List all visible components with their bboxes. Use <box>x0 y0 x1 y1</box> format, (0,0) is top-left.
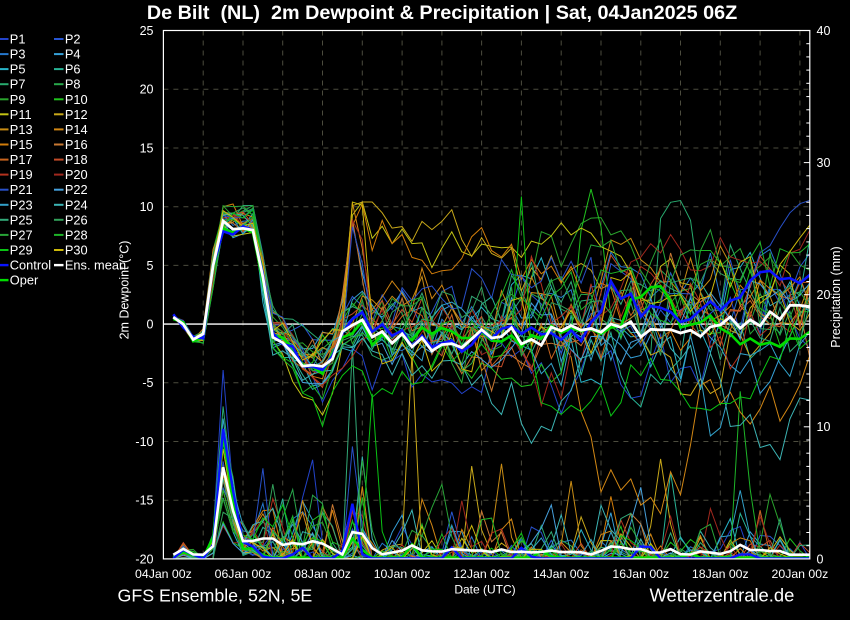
svg-text:2m Dewpoint (°C): 2m Dewpoint (°C) <box>118 241 132 340</box>
svg-text:P1: P1 <box>10 32 26 47</box>
svg-text:P8: P8 <box>65 77 81 92</box>
svg-text:P6: P6 <box>65 62 81 77</box>
svg-text:-5: -5 <box>142 376 153 390</box>
svg-text:5: 5 <box>147 259 154 273</box>
svg-text:-10: -10 <box>135 435 153 449</box>
svg-text:P20: P20 <box>65 167 88 182</box>
svg-text:12Jan 00z: 12Jan 00z <box>453 567 510 581</box>
svg-text:P2: P2 <box>65 32 81 47</box>
svg-text:P30: P30 <box>65 243 88 258</box>
svg-text:06Jan 00z: 06Jan 00z <box>215 567 272 581</box>
svg-text:04Jan 00z: 04Jan 00z <box>135 567 192 581</box>
svg-text:14Jan 00z: 14Jan 00z <box>533 567 590 581</box>
svg-text:P9: P9 <box>10 92 26 107</box>
svg-text:-15: -15 <box>135 494 153 508</box>
svg-text:P13: P13 <box>10 122 33 137</box>
svg-text:P24: P24 <box>65 197 88 212</box>
svg-text:18Jan 00z: 18Jan 00z <box>692 567 749 581</box>
svg-text:P12: P12 <box>65 107 88 122</box>
svg-text:P23: P23 <box>10 197 33 212</box>
svg-text:P27: P27 <box>10 227 33 242</box>
svg-text:Wetterzentrale.de: Wetterzentrale.de <box>650 585 795 606</box>
svg-text:P29: P29 <box>10 243 33 258</box>
svg-text:De Bilt (NL) 2m Dewpoint & P: De Bilt (NL) 2m Dewpoint & Precipitation… <box>147 2 737 24</box>
svg-text:P19: P19 <box>10 167 33 182</box>
svg-text:10: 10 <box>817 420 831 434</box>
svg-text:10: 10 <box>140 200 154 214</box>
svg-text:P15: P15 <box>10 137 33 152</box>
svg-text:P22: P22 <box>65 182 88 197</box>
svg-text:P28: P28 <box>65 227 88 242</box>
svg-text:Ens. mean: Ens. mean <box>65 258 126 273</box>
svg-text:0: 0 <box>817 552 824 566</box>
svg-text:P5: P5 <box>10 62 26 77</box>
svg-text:P3: P3 <box>10 47 26 62</box>
svg-text:P17: P17 <box>10 152 33 167</box>
svg-text:P10: P10 <box>65 92 88 107</box>
svg-text:P7: P7 <box>10 77 26 92</box>
svg-text:08Jan 00z: 08Jan 00z <box>294 567 351 581</box>
svg-text:-20: -20 <box>135 552 153 566</box>
svg-text:P16: P16 <box>65 137 88 152</box>
svg-text:16Jan 00z: 16Jan 00z <box>612 567 669 581</box>
svg-text:0: 0 <box>147 318 154 332</box>
svg-text:40: 40 <box>817 24 831 38</box>
svg-text:25: 25 <box>140 24 154 38</box>
svg-text:10Jan 00z: 10Jan 00z <box>374 567 431 581</box>
svg-text:GFS Ensemble, 52N, 5E: GFS Ensemble, 52N, 5E <box>118 586 313 606</box>
svg-text:30: 30 <box>817 156 831 170</box>
svg-text:Precipitation (mm): Precipitation (mm) <box>829 246 843 347</box>
svg-text:P26: P26 <box>65 212 88 227</box>
svg-text:Oper: Oper <box>10 273 39 288</box>
svg-text:P18: P18 <box>65 152 88 167</box>
svg-text:20: 20 <box>817 288 831 302</box>
svg-text:P11: P11 <box>10 107 32 122</box>
svg-text:P14: P14 <box>65 122 88 137</box>
svg-text:Control: Control <box>10 258 51 273</box>
svg-text:P21: P21 <box>10 182 33 197</box>
svg-text:Date (UTC): Date (UTC) <box>454 583 515 597</box>
svg-text:P4: P4 <box>65 47 81 62</box>
svg-text:20: 20 <box>140 83 154 97</box>
svg-text:20Jan 00z: 20Jan 00z <box>772 567 829 581</box>
svg-text:15: 15 <box>140 141 154 155</box>
svg-text:P25: P25 <box>10 212 33 227</box>
